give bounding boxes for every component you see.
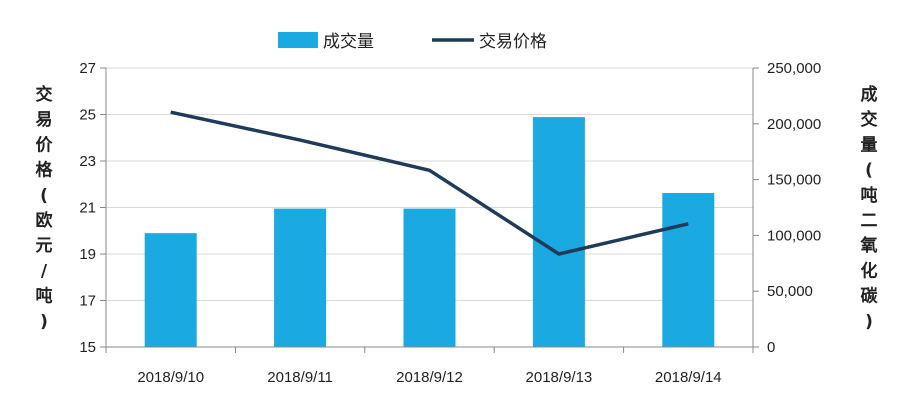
right-tick-label: 50,000 xyxy=(767,283,813,300)
bar xyxy=(403,208,456,347)
bar-series xyxy=(144,117,715,347)
price-line xyxy=(170,110,689,256)
left-tick-label: 15 xyxy=(79,339,96,356)
axes xyxy=(100,67,759,353)
category-label: 2018/9/10 xyxy=(137,369,204,386)
left-axis-title: 交易价格(欧元/吨) xyxy=(36,84,54,332)
category-label: 2018/9/13 xyxy=(526,369,593,386)
left-tick-label: 27 xyxy=(79,60,96,77)
left-axis-ticks: 15 17 19 21 23 25 27 xyxy=(79,60,96,356)
right-axis-title-text: 成交量(吨二氧化碳) xyxy=(860,84,879,332)
legend: 成交量 交易价格 xyxy=(278,32,547,52)
bar xyxy=(274,208,327,347)
category-label: 2018/9/14 xyxy=(655,369,722,386)
left-tick-label: 17 xyxy=(79,293,96,310)
bar xyxy=(662,192,715,347)
bar xyxy=(532,117,585,347)
bar xyxy=(144,233,197,347)
left-tick-label: 21 xyxy=(79,200,96,217)
right-axis-title: 成交量(吨二氧化碳) xyxy=(860,84,879,332)
right-tick-label: 100,000 xyxy=(767,227,821,244)
right-tick-label: 200,000 xyxy=(767,116,821,133)
line-series xyxy=(170,110,689,256)
category-labels: 2018/9/10 2018/9/11 2018/9/12 2018/9/13 2018… xyxy=(137,369,721,386)
legend-line-label: 交易价格 xyxy=(479,32,547,52)
right-tick-label: 0 xyxy=(767,339,775,356)
left-tick-label: 19 xyxy=(79,246,96,263)
right-axis-ticks: 0 50,000 100,000 150,000 200,000 250,000 xyxy=(767,60,821,356)
left-tick-label: 23 xyxy=(79,153,96,170)
category-label: 2018/9/12 xyxy=(396,369,463,386)
left-axis-title-text: 交易价格(欧元/吨) xyxy=(36,84,54,332)
legend-bar-label: 成交量 xyxy=(323,32,374,52)
category-label: 2018/9/11 xyxy=(267,369,333,386)
right-tick-label: 150,000 xyxy=(767,172,821,189)
right-tick-label: 250,000 xyxy=(767,60,821,77)
legend-bar-swatch xyxy=(278,32,318,48)
left-tick-label: 25 xyxy=(79,107,96,124)
